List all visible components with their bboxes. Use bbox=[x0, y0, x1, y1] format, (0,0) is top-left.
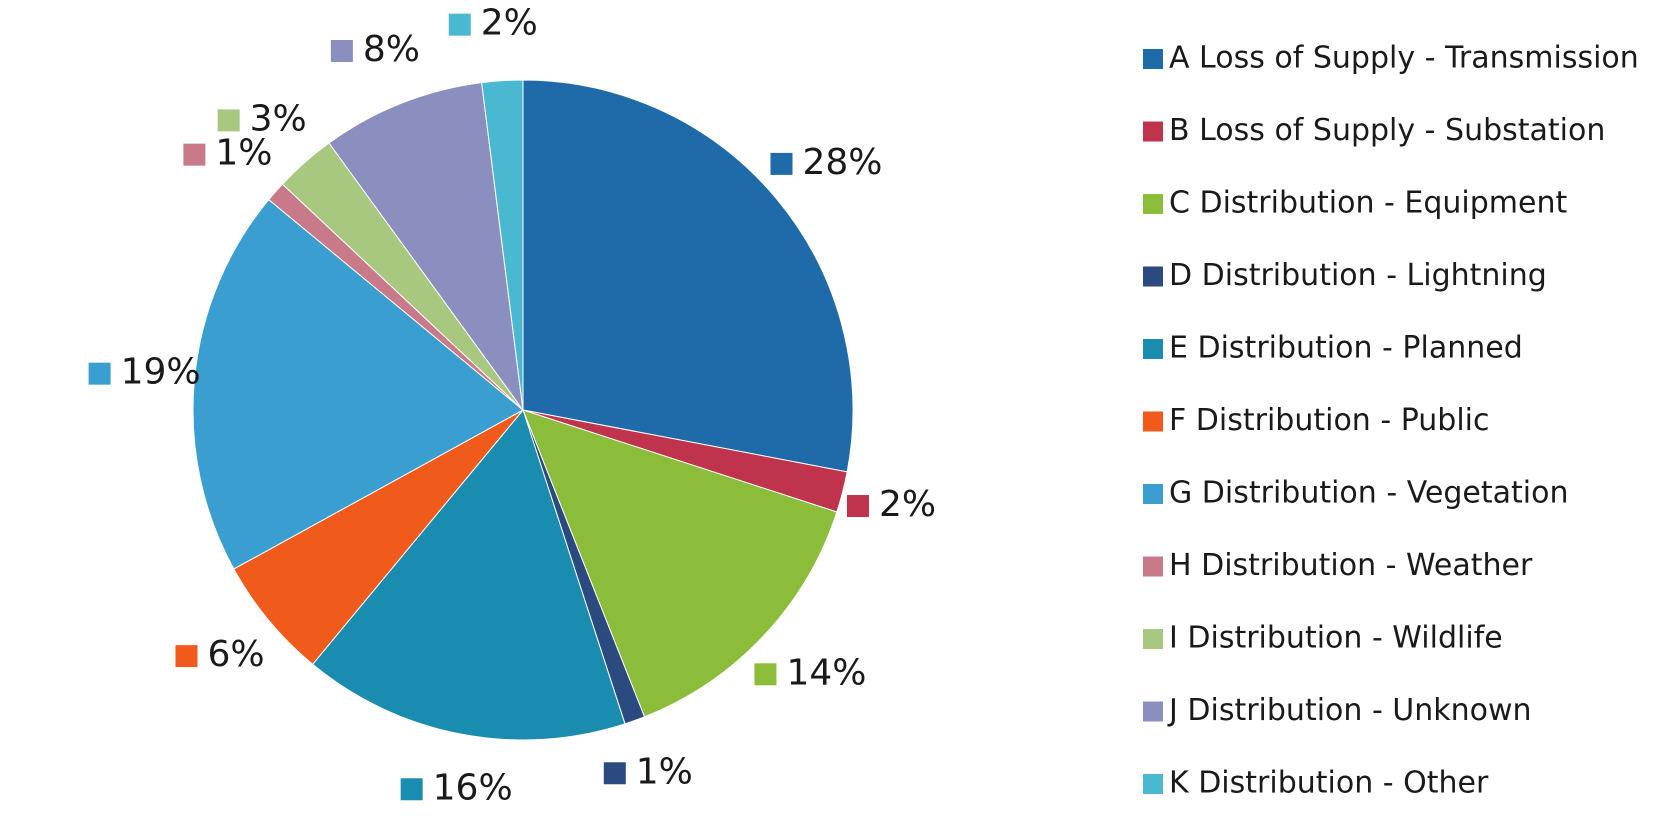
pie-slice bbox=[522, 79, 854, 473]
legend-label: G Distribution - Vegetation bbox=[1169, 476, 1568, 511]
legend-swatch bbox=[1143, 194, 1163, 214]
legend-label: I Distribution - Wildlife bbox=[1169, 621, 1503, 656]
legend-label: A Loss of Supply - Transmission bbox=[1169, 41, 1639, 76]
data-label: 8% bbox=[363, 29, 420, 70]
legend-label: D Distribution - Lightning bbox=[1169, 258, 1547, 293]
legend-swatch bbox=[1143, 701, 1163, 722]
label-marker bbox=[400, 778, 423, 801]
legend-label: C Distribution - Equipment bbox=[1169, 186, 1567, 221]
label-marker bbox=[183, 143, 206, 166]
pie-slice bbox=[328, 82, 524, 411]
data-label: 6% bbox=[208, 634, 265, 675]
legend-label: K Distribution - Other bbox=[1169, 766, 1489, 801]
legend-label: E Distribution - Planned bbox=[1169, 331, 1523, 366]
label-marker bbox=[754, 663, 777, 686]
legend-label: B Loss of Supply - Substation bbox=[1169, 113, 1605, 148]
legend-swatch bbox=[1143, 556, 1163, 577]
data-label: 16% bbox=[433, 767, 513, 808]
legend-swatch bbox=[1143, 339, 1163, 359]
label-marker bbox=[846, 495, 869, 518]
legend-label: J Distribution - Unknown bbox=[1167, 693, 1532, 728]
legend-swatch bbox=[1143, 411, 1163, 432]
label-marker bbox=[330, 40, 353, 63]
data-label: 1% bbox=[636, 751, 693, 792]
legend-label: F Distribution - Public bbox=[1169, 403, 1490, 438]
legend-swatch bbox=[1143, 121, 1163, 142]
pie-slice bbox=[192, 198, 524, 570]
data-label: 14% bbox=[786, 652, 866, 693]
legend-swatch bbox=[1143, 49, 1163, 69]
legend-label: H Distribution - Weather bbox=[1169, 548, 1533, 583]
data-label: 2% bbox=[481, 3, 538, 44]
pie-slice bbox=[481, 79, 524, 411]
legend-swatch bbox=[1143, 484, 1163, 504]
label-marker bbox=[217, 109, 240, 132]
data-label: 28% bbox=[802, 142, 882, 183]
legend-swatch bbox=[1143, 629, 1163, 649]
legend-swatch bbox=[1143, 266, 1163, 287]
pie-slice bbox=[311, 408, 626, 741]
label-marker bbox=[603, 762, 626, 785]
data-label: 1% bbox=[215, 133, 272, 174]
data-label: 2% bbox=[879, 484, 936, 525]
data-label: 19% bbox=[121, 352, 201, 393]
label-marker bbox=[448, 13, 471, 36]
label-marker bbox=[770, 152, 793, 175]
legend-swatch bbox=[1143, 774, 1163, 794]
pie-slice bbox=[233, 409, 524, 665]
label-marker bbox=[88, 362, 111, 385]
data-label: 3% bbox=[250, 98, 307, 139]
label-marker bbox=[175, 645, 198, 668]
pie-slice bbox=[522, 409, 838, 718]
